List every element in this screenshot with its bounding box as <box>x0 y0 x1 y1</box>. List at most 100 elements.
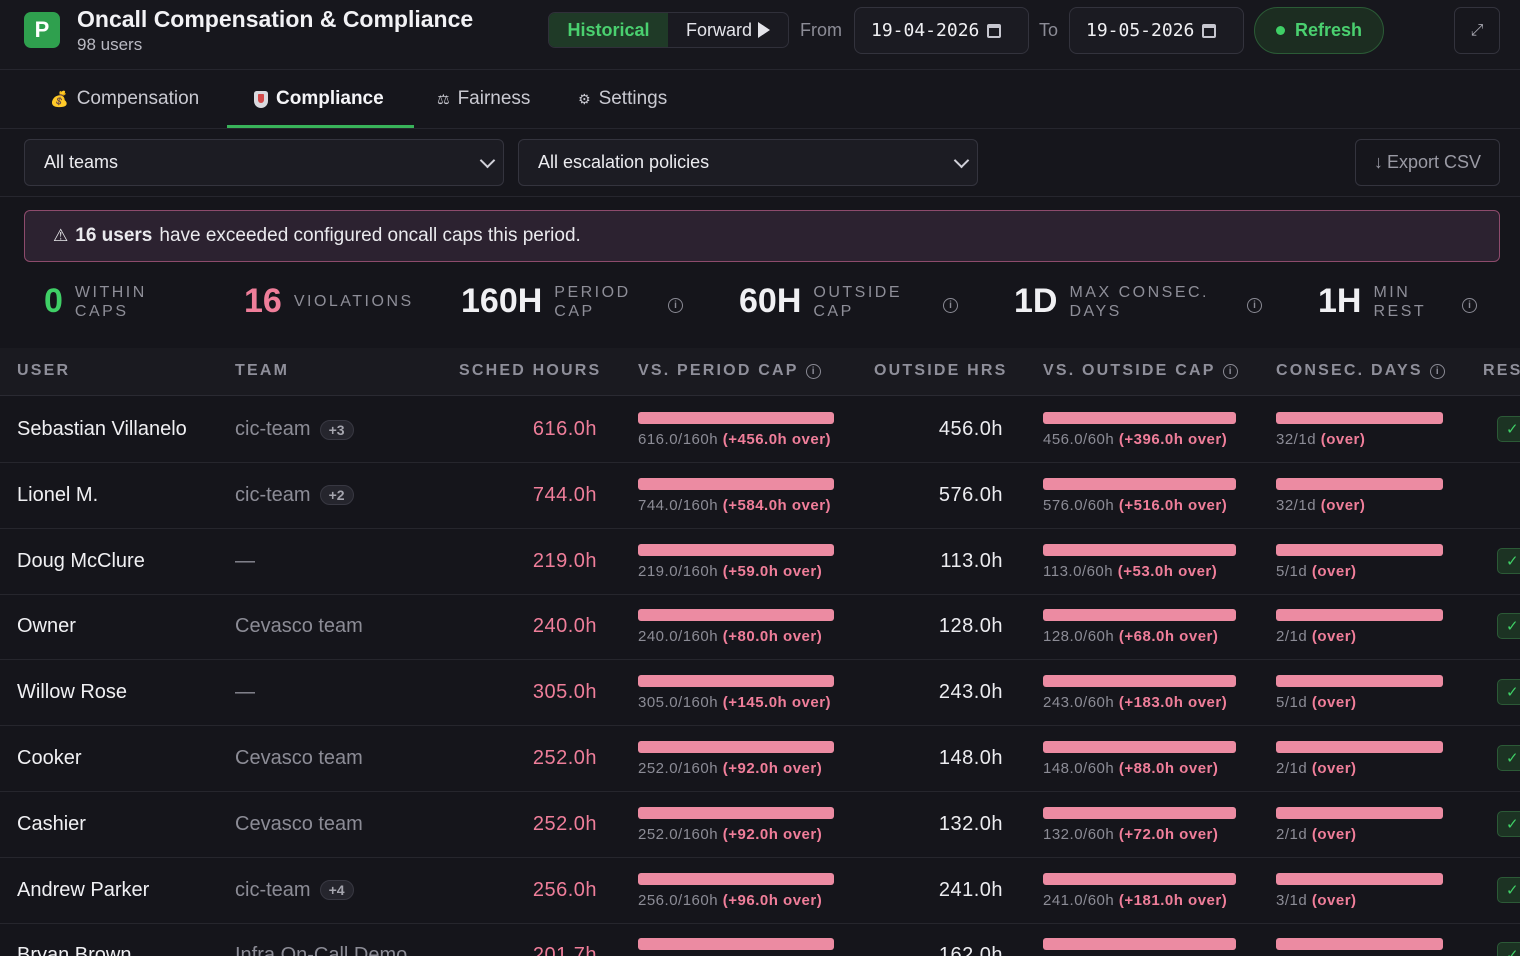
escalation-policy-select[interactable]: All escalation policies <box>518 139 978 186</box>
export-label: Export CSV <box>1386 152 1482 172</box>
table-row[interactable]: Willow Rose — 305.0h 305.0/160h (+145.0h ov… <box>0 660 1520 727</box>
stat-label-line: CAP <box>554 302 595 320</box>
col-outside-hrs[interactable]: OUTSIDE HRS <box>874 362 1008 379</box>
col-vs-outside-cap[interactable]: VS. OUTSIDE CAP i <box>1043 362 1238 380</box>
stat-label: OUTSIDE CAP <box>813 283 902 321</box>
forward-label: Forward <box>685 19 752 40</box>
expand-button[interactable]: ⤢ <box>1454 7 1500 54</box>
stat-outside-cap: 60H OUTSIDE CAP <box>739 282 902 321</box>
period-ratio: 256.0/160h <box>638 891 719 909</box>
table-row[interactable]: Andrew Parker cic-team +4 256.0h 256.0/160h … <box>0 858 1520 924</box>
team-extra-badge[interactable]: +4 <box>319 880 354 901</box>
to-date-value: 19-05-2026 <box>1086 20 1195 41</box>
outside-cap-text: 148.0/60h (+88.0h over) <box>1043 760 1218 777</box>
col-rest[interactable]: RES <box>1483 362 1520 379</box>
outside-hours: 148.0h <box>938 747 1003 769</box>
team-name: cic-team <box>235 878 311 901</box>
stat-label-line: MAX CONSEC. <box>1069 283 1209 301</box>
period-over: (+92.0h over) <box>722 760 823 777</box>
col-sched-hours[interactable]: SCHED HOURS <box>459 362 602 379</box>
consec-over: (over) <box>1311 628 1357 646</box>
user-name: Bryan Brown <box>17 944 132 956</box>
consec-days-bar <box>1276 543 1443 556</box>
team-extra-badge[interactable]: +3 <box>319 419 354 440</box>
rest-check-badge: ✓ <box>1497 810 1520 837</box>
outside-hours: 243.0h <box>938 681 1003 704</box>
rest-check-badge: ✓ <box>1497 613 1520 640</box>
page-title: Oncall Compensation & Compliance <box>77 6 474 32</box>
period-cap-text: 256.0/160h (+96.0h over) <box>638 892 822 909</box>
download-icon: ↓ <box>1373 152 1383 172</box>
info-icon[interactable]: i <box>1247 298 1262 313</box>
calendar-icon <box>987 23 1002 38</box>
outside-hours: 241.0h <box>938 878 1003 901</box>
historical-button[interactable]: Historical <box>549 13 668 47</box>
period-ratio: 219.0/160h <box>638 562 719 580</box>
outside-ratio: 128.0/60h <box>1043 628 1115 646</box>
outside-hours: 113.0h <box>940 549 1003 572</box>
user-name: Lionel M. <box>17 483 99 506</box>
team-extra-badge[interactable]: +2 <box>319 485 354 506</box>
export-csv-button[interactable]: ↓ Export CSV <box>1355 139 1500 186</box>
outside-ratio: 132.0/60h <box>1043 825 1115 843</box>
to-date-input[interactable]: 19-05-2026 <box>1069 7 1244 54</box>
period-cap-bar <box>638 872 834 885</box>
period-cap-text: 305.0/160h (+145.0h over) <box>638 694 831 711</box>
table-row[interactable]: Lionel M. cic-team +2 744.0h 744.0/160h (+58… <box>0 463 1520 529</box>
check-icon: ✓ <box>1506 947 1519 956</box>
outside-ratio: 241.0/60h <box>1043 891 1115 909</box>
tab-compliance[interactable]: Compliance <box>254 70 384 128</box>
tab-bar: 💰 Compensation Compliance ⚖ Fairness ⚙ S… <box>0 70 1520 129</box>
rest-check-badge: ✓ <box>1497 876 1520 903</box>
stat-value: 1H <box>1318 282 1362 320</box>
stat-min-rest: 1H MIN REST <box>1318 282 1426 321</box>
table-row[interactable]: Cashier Cevasco team 252.0h 252.0/160h (+92… <box>0 792 1520 858</box>
info-icon: i <box>1222 363 1238 379</box>
info-icon: i <box>1429 363 1445 379</box>
tab-fairness[interactable]: ⚖ Fairness <box>437 70 530 128</box>
col-user[interactable]: USER <box>17 362 71 379</box>
table-row[interactable]: Owner Cevasco team 240.0h 240.0/160h (+80.0… <box>0 594 1520 661</box>
stat-max-consec-days: 1D MAX CONSEC. DAYS <box>1014 282 1209 321</box>
from-date-input[interactable]: 19-04-2026 <box>854 7 1029 54</box>
col-team[interactable]: TEAM <box>235 362 290 379</box>
info-icon[interactable]: i <box>668 298 683 313</box>
team-name: — <box>235 549 255 572</box>
stat-label: MAX CONSEC. DAYS <box>1069 283 1209 321</box>
consec-ratio: 5/1d <box>1276 562 1308 580</box>
table-row[interactable]: Bryan Brown Infra On-Call Demo 201.7h 162.… <box>0 923 1520 956</box>
table-row[interactable]: Doug McClure — 219.0h 219.0/160h (+59.0h ov… <box>0 529 1520 595</box>
team-cell: cic-team +2 <box>235 484 354 507</box>
outside-cap-bar <box>1043 872 1236 885</box>
stat-value: 160H <box>461 282 543 320</box>
info-icon[interactable]: i <box>943 298 958 313</box>
tab-settings[interactable]: ⚙ Settings <box>578 70 667 128</box>
sched-hours: 252.0h <box>532 747 597 769</box>
col-consec-days[interactable]: CONSEC. DAYS i <box>1276 362 1445 380</box>
stat-value: 16 <box>244 282 282 320</box>
period-cap-text: 240.0/160h (+80.0h over) <box>638 628 822 645</box>
outside-cap-bar <box>1043 938 1236 951</box>
col-vs-period-cap[interactable]: VS. PERIOD CAP i <box>638 362 821 380</box>
stat-period-cap: 160H PERIOD CAP <box>461 282 631 321</box>
consec-days-bar <box>1276 806 1443 819</box>
check-icon: ✓ <box>1506 421 1519 438</box>
table-row[interactable]: Cooker Cevasco team 252.0h 252.0/160h (+92.… <box>0 726 1520 792</box>
user-name: Doug McClure <box>17 549 145 572</box>
forward-button[interactable]: Forward <box>668 13 788 47</box>
refresh-button[interactable]: Refresh <box>1254 7 1384 54</box>
user-count: 98 users <box>77 35 143 54</box>
consec-ratio: 2/1d <box>1276 760 1308 777</box>
consec-over: (over) <box>1320 496 1366 514</box>
info-icon[interactable]: i <box>1462 298 1477 313</box>
table-row[interactable]: Sebastian Villanelo cic-team +3 616.0h 616.0… <box>0 397 1520 463</box>
teams-select[interactable]: All teams <box>24 139 504 186</box>
stat-label-line: DAYS <box>1069 302 1122 320</box>
tab-compensation[interactable]: 💰 Compensation <box>50 70 199 128</box>
user-name: Owner <box>17 615 76 638</box>
period-cap-bar <box>638 741 834 753</box>
sched-hours: 616.0h <box>532 418 597 440</box>
consec-ratio: 32/1d <box>1276 431 1317 448</box>
period-ratio: 305.0/160h <box>638 694 719 712</box>
period-cap-text: 219.0/160h (+59.0h over) <box>638 563 822 580</box>
